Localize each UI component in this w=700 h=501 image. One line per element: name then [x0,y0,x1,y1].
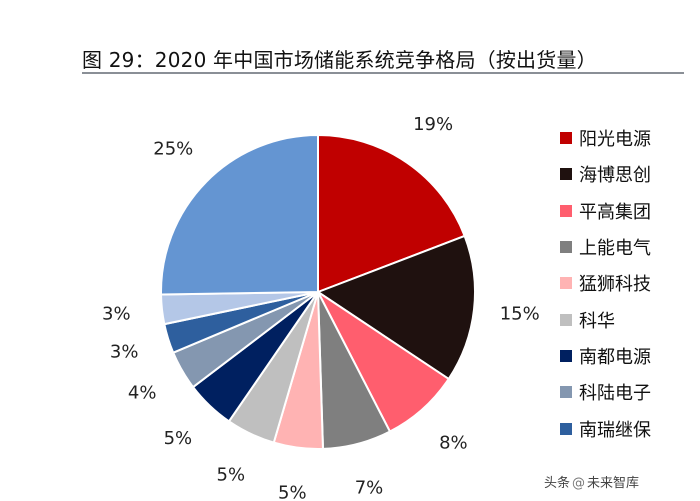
legend-label: 平高集团 [579,201,651,223]
legend-item-6: 科华 [560,301,700,337]
pie-slice-11 [160,133,319,296]
legend-label: 海博思创 [579,165,651,187]
legend-item-1: 阳光电源 [560,120,700,156]
legend-label: 南瑞继保 [579,419,651,441]
legend-item-3: 平高集团 [560,193,700,229]
pie-label-10: 3% [102,304,131,325]
legend-swatch [560,422,572,435]
pie-slices [160,133,476,450]
legend-swatch [560,277,572,290]
legend-swatch [560,386,572,399]
legend-label: 南都电源 [579,346,651,368]
pie-slice-1 [317,133,466,294]
legend-swatch [560,204,572,217]
pie-label-7: 5% [164,428,193,449]
watermark-at: @ [572,476,586,491]
legend-label: 科华 [579,310,615,332]
pie-label-4: 7% [355,478,384,499]
pie-label-8: 4% [128,383,157,404]
legend-item-8: 科陆电子 [560,374,700,410]
legend-swatch [560,241,572,254]
watermark: 头条 @ 未来智库 [540,471,644,492]
legend-label: 科陆电子 [579,383,651,405]
legend-label: 上能电气 [579,238,651,260]
pie-label-9: 3% [110,341,139,362]
legend-item-7: 南都电源 [560,338,700,374]
legend-swatch [560,313,572,326]
chart-title: 图 29：2020 年中国市场储能系统竞争格局（按出货量） [82,48,597,72]
legend-swatch [560,132,572,145]
pie-label-5: 5% [278,482,307,501]
legend-item-2: 海博思创 [560,156,700,192]
legend-swatch [560,349,572,362]
legend-label: 猛狮科技 [579,274,651,296]
legend-item-9: 南瑞继保 [560,410,700,446]
pie-labels: 19% 15% 8% 7% 5% 5% 5% 4% 3% 3% 25% [102,114,540,501]
chart-legend: 阳光电源海博思创平高集团上能电气猛狮科技科华南都电源科陆电子南瑞继保 [560,120,700,447]
title-divider [82,72,684,74]
legend-swatch [560,168,572,181]
legend-item-5: 猛狮科技 [560,265,700,301]
pie-label-2: 15% [500,304,540,325]
legend-item-4: 上能电气 [560,229,700,265]
legend-label: 阳光电源 [579,129,651,151]
pie-slice-2 [315,234,476,381]
watermark-prefix: 头条 [544,476,571,491]
pie-label-1: 19% [413,114,453,135]
pie-label-11: 25% [153,139,193,160]
pie-label-3: 8% [439,432,468,453]
watermark-name: 未来智库 [587,476,640,491]
pie-label-6: 5% [217,464,246,485]
